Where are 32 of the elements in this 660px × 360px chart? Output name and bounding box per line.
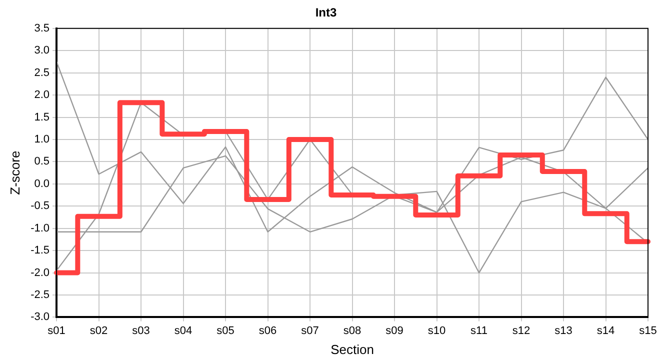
y-tick-label: 0.5 xyxy=(34,156,50,168)
x-tick-label: s12 xyxy=(512,324,530,337)
x-axis-title: Section xyxy=(330,342,374,357)
x-tick-label: s06 xyxy=(258,324,277,337)
y-tick-label: 0.0 xyxy=(34,178,50,190)
y-tick-label: 1.5 xyxy=(34,111,50,124)
y-tick-label: -0.5 xyxy=(30,200,50,212)
x-tick-label: s02 xyxy=(90,324,108,337)
y-tick-label: 3.5 xyxy=(34,22,50,34)
y-tick-label: -2.0 xyxy=(30,266,50,279)
y-tick-label: -1.0 xyxy=(30,222,50,234)
y-tick-label: 2.5 xyxy=(34,66,50,79)
y-tick-label: 3.0 xyxy=(34,44,50,57)
chart-title: Int3 xyxy=(315,6,337,20)
x-tick-label: s05 xyxy=(216,324,234,337)
y-tick-label: 1.0 xyxy=(34,134,50,146)
x-tick-label: s13 xyxy=(554,324,572,337)
x-tick-label: s07 xyxy=(301,324,319,337)
x-tick-label: s10 xyxy=(428,324,446,337)
y-tick-label: -1.5 xyxy=(30,244,50,257)
x-tick-label: s03 xyxy=(132,324,150,337)
y-tick-label: -2.5 xyxy=(30,289,50,302)
x-tick-label: s09 xyxy=(386,324,404,337)
x-tick-label: s01 xyxy=(48,324,66,337)
x-tick-label: s15 xyxy=(639,324,657,337)
y-tick-label: -3.0 xyxy=(30,311,50,324)
y-tick-label: 2.0 xyxy=(34,89,50,102)
x-tick-label: s04 xyxy=(174,324,192,337)
y-axis-title: Z-score xyxy=(7,150,22,195)
x-tick-label: s14 xyxy=(596,324,615,337)
x-tick-label: s11 xyxy=(470,324,488,337)
x-tick-label: s08 xyxy=(343,324,362,337)
